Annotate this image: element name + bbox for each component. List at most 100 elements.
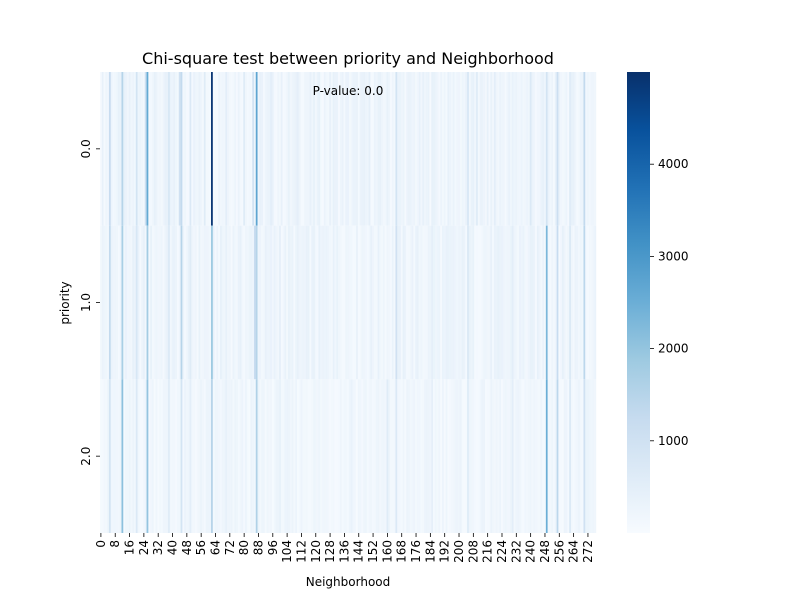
heatmap-cell — [228, 72, 231, 226]
heatmap-cell — [348, 225, 351, 380]
heatmap-cell — [458, 379, 461, 533]
heatmap-cell — [513, 225, 516, 380]
heatmap-cell — [132, 379, 135, 533]
heatmap-cell — [243, 379, 246, 533]
heatmap-cell — [440, 72, 443, 226]
heatmap-cell — [125, 72, 128, 226]
heatmap-cell — [519, 379, 521, 533]
heatmap-cell — [198, 225, 201, 380]
heatmap-cell — [311, 225, 314, 380]
heatmap-cell — [191, 379, 194, 533]
heatmap-cell — [237, 379, 240, 533]
heatmap-cell — [296, 72, 299, 226]
heatmap-cell — [348, 72, 351, 226]
heatmap-cell — [182, 225, 185, 380]
colorbar-tick-label: 1000 — [658, 434, 689, 448]
heatmap-cell — [418, 379, 421, 533]
heatmap-cell — [159, 379, 162, 533]
heatmap-cell — [565, 225, 568, 380]
heatmap-cell — [341, 225, 344, 380]
x-tick-label: 272 — [581, 540, 595, 563]
heatmap-cell — [330, 379, 333, 533]
heatmap-cell — [570, 379, 573, 533]
heatmap-cell — [544, 72, 547, 226]
heatmap-cell — [311, 72, 314, 226]
heatmap-cell — [112, 225, 115, 380]
x-tick-label: 184 — [423, 540, 437, 563]
heatmap-cell — [114, 225, 117, 380]
heatmap-cell — [365, 225, 368, 380]
heatmap-cell — [395, 72, 398, 226]
heatmap-cell — [565, 379, 568, 533]
heatmap-cell — [209, 225, 212, 380]
heatmap-cell — [296, 379, 299, 533]
heatmap-cell — [415, 225, 418, 380]
heatmap-cell — [273, 72, 276, 226]
x-tick-label: 160 — [380, 540, 394, 563]
heatmap-cell — [184, 72, 187, 226]
heatmap-cell — [262, 379, 265, 533]
heatmap-cell — [320, 379, 323, 533]
heatmap-cell — [391, 379, 394, 533]
heatmap-cell — [373, 379, 376, 533]
heatmap-cell — [402, 379, 405, 533]
heatmap-cell — [159, 225, 162, 380]
heatmap-cell — [567, 225, 570, 380]
heatmap-cell — [547, 379, 550, 533]
heatmap-cell — [587, 225, 590, 380]
heatmap-cell — [116, 72, 119, 226]
heatmap-cell — [128, 225, 131, 380]
heatmap-cell — [576, 379, 579, 533]
heatmap-cell — [413, 225, 416, 380]
heatmap-cell — [576, 225, 579, 380]
heatmap-cell — [248, 72, 251, 226]
heatmap-cell — [366, 72, 369, 226]
heatmap-cell — [434, 225, 437, 380]
heatmap-cell — [517, 225, 520, 380]
heatmap-cell — [578, 225, 581, 380]
heatmap-cell — [373, 225, 376, 380]
heatmap-cell — [347, 72, 350, 226]
heatmap-cell — [280, 225, 283, 380]
heatmap-cell — [219, 72, 222, 226]
heatmap-cell — [334, 72, 337, 226]
heatmap-cell — [581, 72, 584, 226]
heatmap-cell — [429, 225, 432, 380]
heatmap-cell — [119, 225, 122, 380]
heatmap-cell — [470, 72, 473, 226]
heatmap-cell — [384, 379, 387, 533]
heatmap-cell — [461, 72, 464, 226]
heatmap-cell — [237, 225, 240, 380]
heatmap-cell — [291, 225, 294, 380]
heatmap-cell — [178, 72, 181, 226]
x-tick-label: 16 — [123, 540, 137, 555]
heatmap-cell — [202, 72, 205, 226]
heatmap-cell — [202, 225, 205, 380]
heatmap-cell — [459, 72, 462, 226]
heatmap-cell — [248, 379, 251, 533]
heatmap-cell — [461, 225, 464, 380]
heatmap-cell — [366, 379, 369, 533]
heatmap-cell — [257, 72, 260, 226]
heatmap-cell — [400, 72, 403, 226]
heatmap-cell — [329, 72, 332, 226]
heatmap-cell — [339, 72, 342, 226]
heatmap-cell — [465, 72, 468, 226]
heatmap-cell — [574, 225, 577, 380]
heatmap-cell — [377, 225, 380, 380]
heatmap-cell — [187, 72, 190, 226]
heatmap-cell — [366, 225, 369, 380]
x-tick-label: 0 — [94, 540, 108, 548]
heatmap-cell — [501, 379, 504, 533]
heatmap-cell — [202, 379, 205, 533]
heatmap-cell — [293, 72, 296, 226]
heatmap-cell — [558, 225, 561, 380]
heatmap-cell — [458, 72, 461, 226]
heatmap-cell — [404, 225, 407, 380]
heatmap-cell — [241, 379, 244, 533]
heatmap-cell — [146, 225, 149, 380]
heatmap-cell — [307, 379, 310, 533]
heatmap-cell — [348, 379, 351, 533]
heatmap-cell — [363, 225, 366, 380]
